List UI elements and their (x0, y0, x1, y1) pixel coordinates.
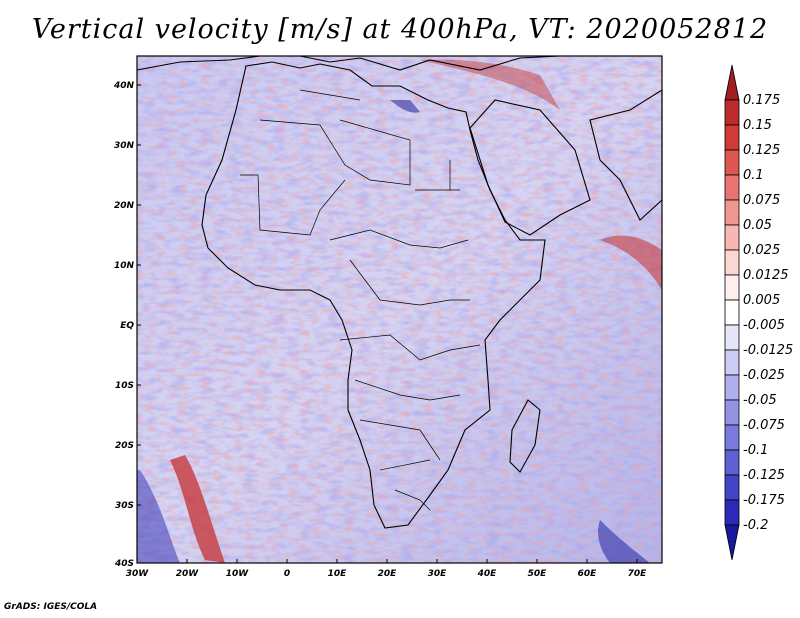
colorbar-label: -0.125 (743, 468, 785, 483)
colorbar-swatch (724, 524, 740, 561)
colorbar-swatch (724, 224, 740, 251)
colorbar: 0.175 0.15 0.125 0.1 0.075 0.05 0.025 0.0125 0.0… (724, 64, 793, 561)
colorbar-label: -0.1 (743, 443, 768, 458)
colorbar-swatch (724, 399, 740, 426)
colorbar-swatch (724, 449, 740, 476)
colorbar-label: 0.125 (743, 143, 780, 158)
colorbar-swatch (724, 499, 740, 526)
colorbar-swatch (724, 299, 740, 326)
colorbar-swatch (724, 99, 740, 126)
colorbar-swatch (724, 249, 740, 276)
colorbar-label: 0.0125 (743, 268, 789, 283)
colorbar-label: -0.075 (743, 418, 785, 433)
colorbar-swatch (724, 174, 740, 201)
credit-text: GrADS: IGES/COLA (4, 602, 98, 612)
colorbar-label: -0.2 (743, 518, 768, 533)
colorbar-swatch (724, 199, 740, 226)
ascent-area-north (420, 59, 560, 110)
lat-tick-label: EQ (120, 321, 134, 331)
colorbar-swatch (724, 374, 740, 401)
lat-tick-label: 40S (114, 559, 134, 569)
lat-tick-label: 20N (114, 201, 135, 211)
lon-tick-label: 10E (328, 569, 348, 579)
europe-coast (136, 55, 561, 71)
lon-tick-label: 20E (378, 569, 398, 579)
lat-tick-label: 10S (115, 381, 134, 391)
colorbar-swatch (724, 349, 740, 376)
coastlines (136, 55, 663, 529)
lat-tick-label: 20S (115, 441, 134, 451)
colorbar-swatch (724, 424, 740, 451)
plot-frame (136, 55, 663, 564)
lon-tick-label: 40E (477, 569, 498, 579)
lon-tick-label: 30E (428, 569, 448, 579)
lon-tick-label: 60E (578, 569, 598, 579)
colorbar-label: -0.175 (743, 493, 785, 508)
lat-tick-label: 40N (113, 81, 135, 91)
strong-ascent-band (170, 455, 225, 563)
strong-descent-sw (137, 470, 180, 563)
lon-tick-label: 20W (176, 569, 200, 579)
lon-tick-label: 70E (628, 569, 648, 579)
colorbar-label: -0.025 (743, 368, 785, 383)
colorbar-swatch (724, 64, 740, 101)
lat-tick-label: 30S (115, 501, 134, 511)
velocity-field (137, 56, 662, 563)
lat-tick-label: 10N (114, 261, 135, 271)
chart-title: Vertical velocity [m/s] at 400hPa, VT: 2… (31, 14, 769, 45)
colorbar-label: 0.025 (743, 243, 780, 258)
axis-ticks: 30W 20W 10W 0 10E 20E 30E 40E 50E 60E 70E 40N 30N 20N… (113, 81, 647, 579)
colorbar-swatch (724, 149, 740, 176)
lon-tick-label: 0 (284, 569, 290, 579)
descent-med (390, 100, 420, 113)
colorbar-swatch (724, 124, 740, 151)
lon-tick-label: 50E (528, 569, 548, 579)
colorbar-label: 0.1 (743, 168, 764, 183)
colorbar-swatch (724, 474, 740, 501)
colorbar-label: 0.15 (743, 118, 772, 133)
colorbar-label: -0.05 (743, 393, 777, 408)
south-asia-outline (589, 89, 663, 221)
colorbar-label: 0.05 (743, 218, 772, 233)
ascent-area-east (600, 235, 662, 290)
colorbar-swatch (724, 274, 740, 301)
strong-descent-se (598, 520, 650, 563)
colorbar-label: -0.0125 (743, 343, 793, 358)
colorbar-swatch (724, 324, 740, 351)
country-borders (240, 89, 481, 511)
lon-tick-label: 10W (226, 569, 250, 579)
madagascar-outline (509, 399, 541, 473)
colorbar-label: 0.005 (743, 293, 780, 308)
lon-tick-label: 30W (126, 569, 150, 579)
colorbar-label: 0.175 (743, 93, 780, 108)
colorbar-label: 0.075 (743, 193, 780, 208)
arabian-peninsula-outline (469, 99, 591, 236)
africa-outline (201, 61, 546, 529)
colorbar-label: -0.005 (743, 318, 785, 333)
lat-tick-label: 30N (114, 141, 135, 151)
